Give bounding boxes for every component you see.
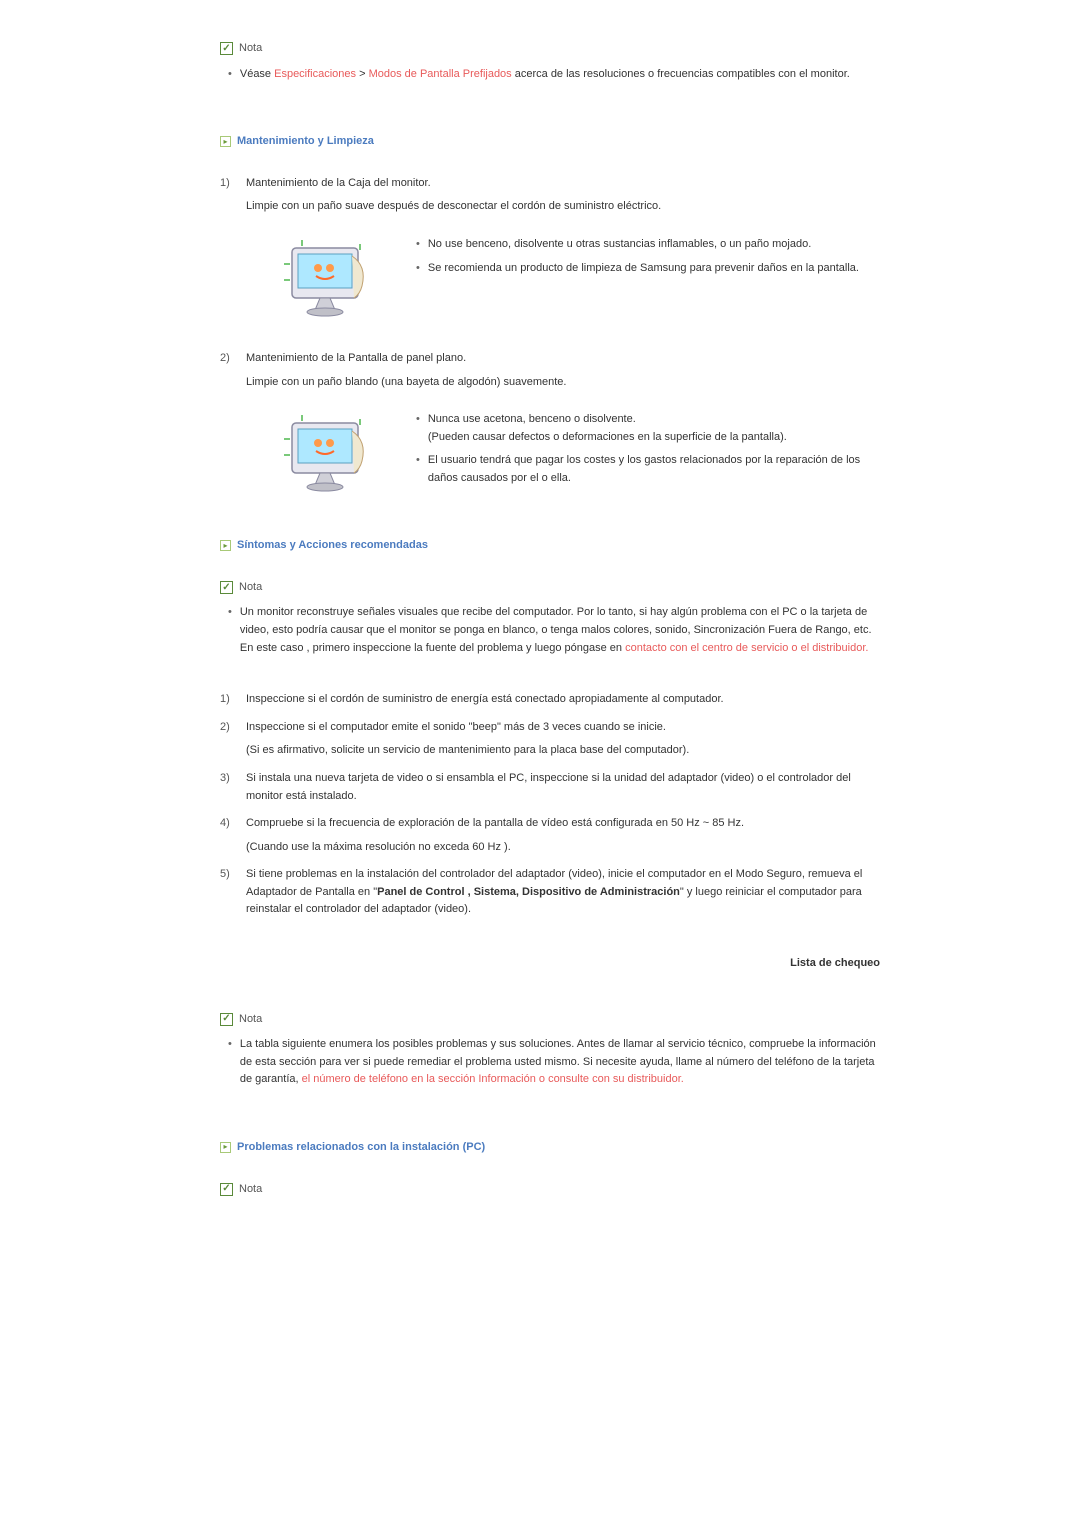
link-especificaciones[interactable]: Especificaciones	[274, 68, 356, 80]
arrow-icon: ▸	[220, 136, 231, 147]
bullet-dot: •	[228, 604, 232, 657]
item-desc: Limpie con un paño blando (una bayeta de…	[246, 374, 880, 392]
item-title: Mantenimiento de la Caja del monitor.	[246, 175, 880, 193]
link-modos[interactable]: Modos de Pantalla Prefijados	[369, 68, 512, 80]
image-row: • Nunca use acetona, benceno o disolvent…	[220, 411, 880, 501]
list-item: 2) Inspeccione si el computador emite el…	[220, 719, 880, 766]
item-desc: Limpie con un paño suave después de desc…	[246, 198, 880, 216]
text-bold: Panel de Control , Sistema, Dispositivo …	[377, 886, 680, 898]
item-number: 2)	[220, 719, 234, 766]
bullet-dot: •	[416, 411, 420, 446]
item-text: (Si es afirmativo, solicite un servicio …	[246, 742, 880, 760]
text: Véase	[240, 68, 274, 80]
link-contacto[interactable]: contacto con el centro de servicio o el …	[625, 642, 868, 654]
bullet-dot: •	[228, 66, 232, 84]
nota-text: Un monitor reconstruye señales visuales …	[240, 604, 880, 657]
list-item: 2) Mantenimiento de la Pantalla de panel…	[220, 350, 880, 397]
item-number: 5)	[220, 866, 234, 925]
list-item: 4) Compruebe si la frecuencia de explora…	[220, 815, 880, 862]
item-text: Si instala una nueva tarjeta de video o …	[246, 770, 880, 805]
checkbox-icon: ✓	[220, 581, 233, 594]
item-number: 4)	[220, 815, 234, 862]
item-number: 3)	[220, 770, 234, 811]
nota-text: Véase Especificaciones > Modos de Pantal…	[240, 66, 880, 84]
nota-label: Nota	[239, 1181, 262, 1199]
bullet-dot: •	[228, 1036, 232, 1089]
item-text: (Cuando use la máxima resolución no exce…	[246, 839, 880, 857]
section-mantenimiento: ▸ Mantenimiento y Limpieza	[220, 133, 880, 151]
list-item: 1) Inspeccione si el cordón de suministr…	[220, 691, 880, 715]
section-title: Mantenimiento y Limpieza	[237, 133, 374, 151]
nota-header: ✓ Nota	[220, 40, 880, 58]
nota-header: ✓ Nota	[220, 1011, 880, 1029]
list-item: 5) Si tiene problemas en la instalación …	[220, 866, 880, 925]
item-text: Si tiene problemas en la instalación del…	[246, 866, 880, 919]
checkbox-icon: ✓	[220, 1183, 233, 1196]
nota-text: La tabla siguiente enumera los posibles …	[240, 1036, 880, 1089]
item-text: Compruebe si la frecuencia de exploració…	[246, 815, 880, 833]
text: Nunca use acetona, benceno o disolvente.	[428, 413, 636, 425]
item-text: Inspeccione si el cordón de suministro d…	[246, 691, 880, 709]
item-text: Inspeccione si el computador emite el so…	[246, 719, 880, 737]
monitor-illustration	[272, 411, 392, 501]
item-title: Mantenimiento de la Pantalla de panel pl…	[246, 350, 880, 368]
nota-bullet: • Véase Especificaciones > Modos de Pant…	[220, 66, 880, 84]
bullet-dot: •	[416, 260, 420, 278]
image-bullets: • No use benceno, disolvente u otras sus…	[416, 236, 880, 283]
bullet-text: Se recomienda un producto de limpieza de…	[428, 260, 880, 278]
arrow-icon: ▸	[220, 1142, 231, 1153]
text: >	[356, 68, 369, 80]
section-title: Problemas relacionados con la instalació…	[237, 1139, 485, 1157]
monitor-illustration	[272, 236, 392, 326]
image-row: • No use benceno, disolvente u otras sus…	[220, 236, 880, 326]
list-item: 1) Mantenimiento de la Caja del monitor.…	[220, 175, 880, 222]
text: (Pueden causar defectos o deformaciones …	[428, 431, 787, 443]
item-number: 2)	[220, 350, 234, 397]
nota-header: ✓ Nota	[220, 1181, 880, 1199]
nota-header: ✓ Nota	[220, 579, 880, 597]
nota-bullet: • La tabla siguiente enumera los posible…	[220, 1036, 880, 1089]
nota-label: Nota	[239, 579, 262, 597]
nota-bullet: • Un monitor reconstruye señales visuale…	[220, 604, 880, 657]
nota-label: Nota	[239, 40, 262, 58]
arrow-icon: ▸	[220, 540, 231, 551]
nota-label: Nota	[239, 1011, 262, 1029]
section-sintomas: ▸ Síntomas y Acciones recomendadas	[220, 537, 880, 555]
section-title: Síntomas y Acciones recomendadas	[237, 537, 428, 555]
bullet-dot: •	[416, 236, 420, 254]
section-problemas: ▸ Problemas relacionados con la instalac…	[220, 1139, 880, 1157]
checkbox-icon: ✓	[220, 1013, 233, 1026]
link-info[interactable]: el número de teléfono en la sección Info…	[302, 1073, 684, 1085]
lista-chequeo-title: Lista de chequeo	[220, 955, 880, 973]
checkbox-icon: ✓	[220, 42, 233, 55]
list-item: 3) Si instala una nueva tarjeta de video…	[220, 770, 880, 811]
bullet-dot: •	[416, 452, 420, 487]
item-number: 1)	[220, 175, 234, 222]
image-bullets: • Nunca use acetona, benceno o disolvent…	[416, 411, 880, 493]
item-number: 1)	[220, 691, 234, 715]
text: acerca de las resoluciones o frecuencias…	[512, 68, 850, 80]
bullet-text: El usuario tendrá que pagar los costes y…	[428, 452, 880, 487]
bullet-text: Nunca use acetona, benceno o disolvente.…	[428, 411, 880, 446]
bullet-text: No use benceno, disolvente u otras susta…	[428, 236, 880, 254]
